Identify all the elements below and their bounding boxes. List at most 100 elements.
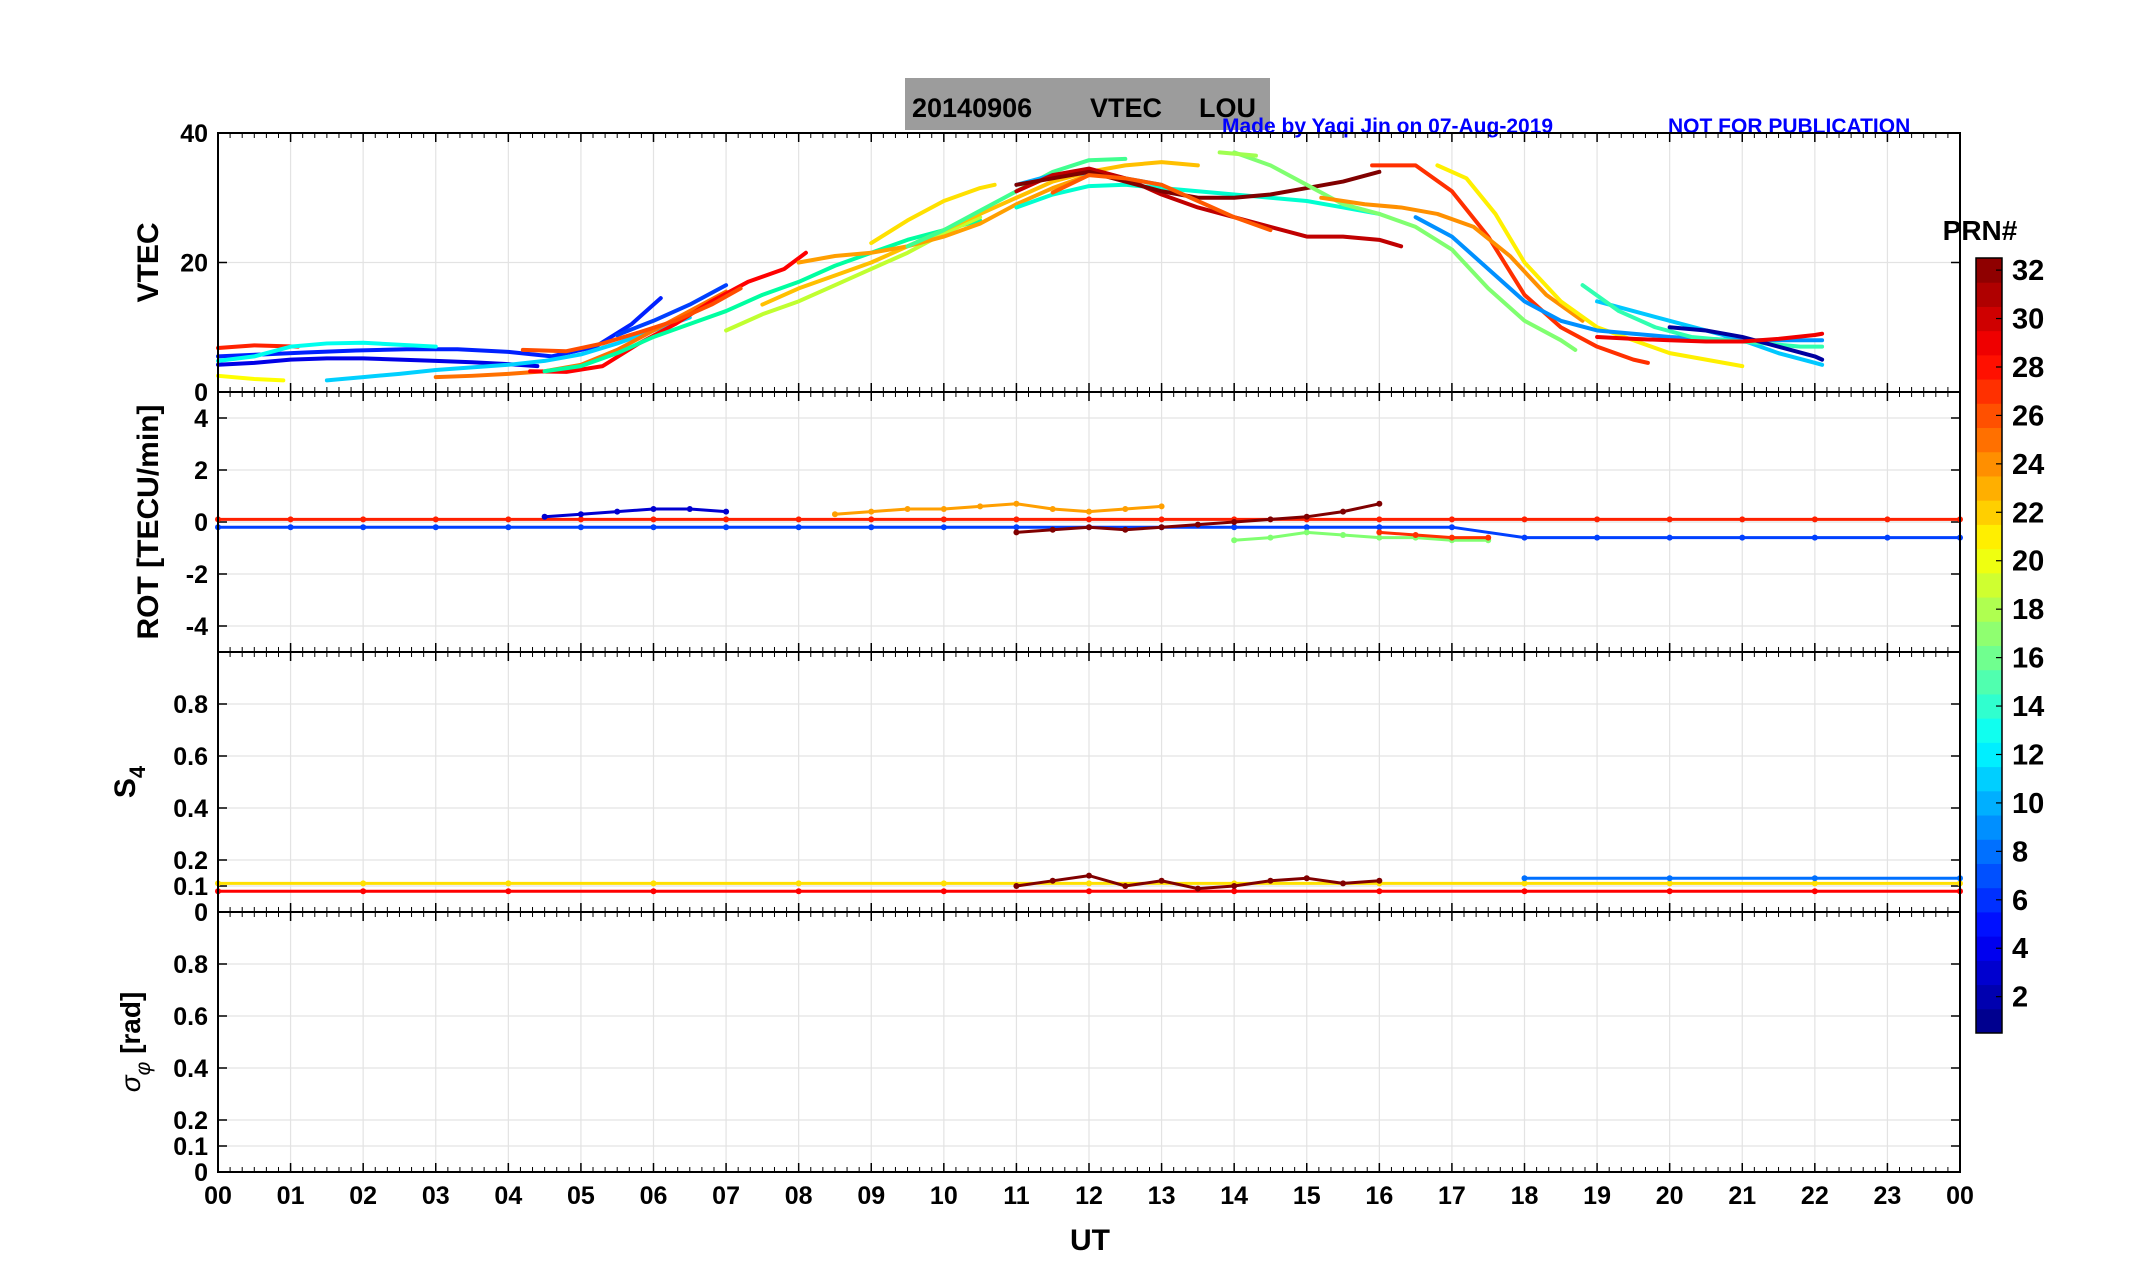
s4-point-prn-20 — [1521, 880, 1528, 887]
x-tick-label: 07 — [712, 1182, 740, 1210]
s4-point-prn-32 — [1194, 885, 1201, 892]
colorbar-frame — [1975, 257, 2003, 1034]
x-tick-label: 00 — [1946, 1182, 1974, 1210]
rot-point-prn-4 — [360, 524, 367, 531]
rot-point-prn-28 — [1811, 516, 1818, 523]
rot-point-prn-23 — [904, 506, 911, 512]
panel-rot: -4 -2 0 2 4 ROT [TECU/min] — [132, 391, 1963, 653]
rot-point-prn-4 — [868, 524, 875, 531]
x-tick-label: 09 — [857, 1182, 885, 1210]
s4-point-prn-29 — [1666, 888, 1673, 895]
rot-point-prn-32 — [1340, 508, 1347, 515]
rot-point-prn-28 — [650, 516, 657, 523]
x-tick-label: 06 — [640, 1182, 668, 1210]
colorbar-cell — [1976, 330, 2002, 356]
rot-point-prn-23 — [1158, 503, 1165, 510]
s4-point-prn-32 — [1013, 883, 1020, 889]
colorbar-tick-label: 10 — [2012, 788, 2044, 820]
vtec-series-prn-19 — [724, 215, 983, 333]
x-tick-label: 02 — [349, 1182, 377, 1210]
y-tick-label: 0.2 — [173, 847, 208, 875]
colorbar-tick-label: 18 — [2012, 594, 2044, 626]
rot-point-prn-4 — [287, 524, 294, 531]
rot-point-prn-3 — [614, 508, 621, 515]
y-tick-label: 0.1 — [173, 1133, 208, 1161]
x-axis-label: UT — [1070, 1224, 1110, 1257]
x-tick-label: 08 — [785, 1182, 813, 1210]
vtec-series-prn-13 — [1014, 182, 1382, 216]
rot-point-prn-28 — [723, 516, 730, 523]
vtec-series-prn-20 — [216, 373, 286, 383]
x-tick-label: 10 — [930, 1182, 958, 1210]
colorbar-cell — [1976, 282, 2002, 307]
s4-point-prn-32 — [1086, 872, 1092, 879]
rot-point-prn-4 — [795, 524, 802, 531]
colorbar-tick-label: 24 — [2012, 449, 2044, 481]
y-tick-label: 0.6 — [173, 743, 208, 771]
vtec-series-prn-25 — [1050, 173, 1273, 233]
rot-point-prn-4 — [1231, 524, 1238, 531]
x-tick-label: 01 — [277, 1182, 305, 1210]
vtec-series-prn-29 — [1595, 331, 1825, 344]
rot-point-prn-28 — [868, 516, 875, 523]
y-tick-label: 0 — [194, 1159, 208, 1187]
colorbar-cell — [1976, 475, 2002, 501]
rot-point-prn-28 — [1521, 516, 1528, 523]
vtec-series-prn-12 — [216, 340, 438, 363]
colorbar-tick-label: 16 — [2012, 643, 2044, 675]
colorbar-tick-label: 28 — [2012, 352, 2044, 384]
rot-point-prn-28 — [1739, 516, 1746, 523]
rot-point-prn-23 — [977, 503, 984, 510]
y-tick-label: 0 — [194, 379, 208, 407]
x-tick-label: 19 — [1583, 1182, 1611, 1210]
rot-point-prn-28 — [1594, 516, 1601, 523]
y-axis-label: S4 — [109, 765, 150, 798]
s4-point-prn-32 — [1303, 875, 1310, 882]
colorbar-tick-label: 22 — [2012, 497, 2044, 529]
rot-point-prn-23 — [1049, 506, 1056, 512]
rot-point-prn-28 — [577, 516, 584, 523]
x-tick-label: 05 — [567, 1182, 595, 1210]
s4-point-prn-29 — [940, 888, 947, 895]
vtec-series-prn-28 — [216, 343, 300, 350]
vtec-series-prn-26 — [1370, 163, 1650, 365]
rot-point-prn-4 — [723, 524, 730, 531]
vtec-series-prn-32 — [1014, 169, 1382, 200]
vtec-series-prn-18 — [1217, 150, 1258, 158]
notice-text: NOT FOR PUBLICATION — [1668, 115, 1910, 138]
rot-point-prn-17 — [1303, 529, 1310, 536]
y-axis-label: VTEC — [132, 222, 165, 302]
y-tick-label: 0.1 — [173, 873, 208, 901]
rot-point-prn-3 — [577, 511, 584, 518]
vtec-series-prn-29 — [528, 250, 808, 374]
rot-point-prn-28 — [1376, 516, 1383, 523]
x-tick-label: 22 — [1801, 1182, 1829, 1210]
panel-s4: 00.10.2 0.4 0.6 0.8 S4 — [109, 651, 1963, 927]
title-box — [905, 78, 1270, 130]
colorbar-cell — [1976, 427, 2002, 453]
y-tick-label: 0.4 — [173, 1055, 208, 1083]
rot-point-prn-17 — [1231, 537, 1238, 544]
rot-point-prn-32 — [1122, 526, 1129, 533]
rot-series-trace-prn-23 — [834, 502, 1162, 516]
colorbar-tick-label: 26 — [2012, 400, 2044, 432]
s4-point-prn-32 — [1049, 877, 1056, 884]
s4-point-prn-29 — [1811, 888, 1818, 895]
rot-point-prn-3 — [686, 506, 693, 512]
x-tick-labels: 00 01 02 03 04 05 06 07 08 09 10 11 12 13 14 15 16 17 18 19… — [204, 1182, 1974, 1210]
rot-point-prn-17 — [1376, 534, 1383, 541]
y-tick-label: 0 — [194, 899, 208, 927]
s4-point-prn-20 — [1666, 880, 1673, 887]
rot-point-prn-28 — [287, 516, 294, 523]
s4-point-prn-29 — [1521, 888, 1528, 895]
rot-point-prn-4 — [1521, 534, 1528, 541]
axes-box — [217, 911, 1961, 1173]
colorbar-cell — [1976, 911, 2002, 937]
y-tick-label: 0 — [194, 509, 208, 537]
s4-point-prn-32 — [1158, 877, 1165, 884]
rot-point-prn-28 — [940, 516, 947, 523]
s4-point-prn-29 — [360, 888, 367, 895]
s4-point-prn-20 — [940, 880, 947, 887]
y-tick-label: 2 — [194, 457, 208, 485]
